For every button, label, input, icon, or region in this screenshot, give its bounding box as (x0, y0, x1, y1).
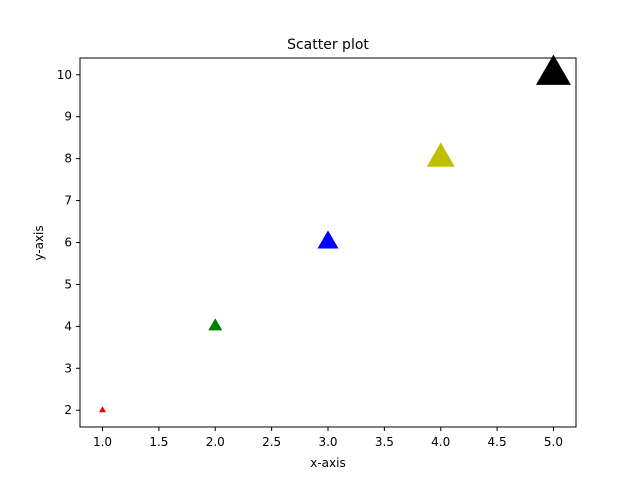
x-tick-label: 4.5 (488, 435, 507, 449)
x-tick-label: 5.0 (544, 435, 563, 449)
y-axis-ticks: 2 3 4 5 6 7 8 9 10 (57, 68, 80, 417)
y-tick-label: 2 (64, 403, 72, 417)
scatter-point (317, 230, 339, 249)
x-tick-label: 3.5 (375, 435, 394, 449)
y-tick-label: 3 (64, 361, 72, 375)
x-axis-ticks: 1.0 1.5 2.0 2.5 3.0 3.5 4.0 4.5 5.0 (93, 427, 563, 449)
y-tick-label: 8 (64, 152, 72, 166)
y-tick-label: 10 (57, 68, 72, 82)
y-tick-label: 9 (64, 110, 72, 124)
points-layer (99, 54, 571, 413)
scatter-point (99, 406, 107, 413)
y-tick-label: 5 (64, 277, 72, 291)
x-tick-label: 2.5 (262, 435, 281, 449)
x-tick-label: 1.0 (93, 435, 112, 449)
y-axis-label: y-axis (32, 225, 46, 260)
chart-title: Scatter plot (287, 37, 369, 53)
x-tick-label: 1.5 (149, 435, 168, 449)
x-tick-label: 4.0 (431, 435, 450, 449)
y-tick-label: 4 (64, 319, 72, 333)
x-tick-label: 2.0 (206, 435, 225, 449)
x-axis-label: x-axis (310, 456, 345, 470)
scatter-point (208, 318, 223, 331)
scatter-point (535, 54, 571, 85)
scatter-point (426, 142, 455, 167)
x-tick-label: 3.0 (318, 435, 337, 449)
y-tick-label: 6 (64, 236, 72, 250)
y-tick-label: 7 (64, 194, 72, 208)
